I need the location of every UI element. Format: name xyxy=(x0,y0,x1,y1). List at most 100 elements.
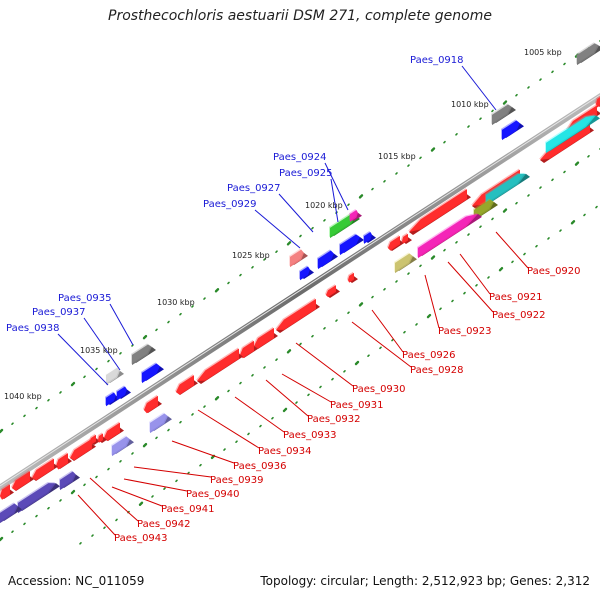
tick-mark xyxy=(115,518,118,522)
gene-leader-line xyxy=(330,178,339,223)
tick-mark xyxy=(354,360,360,366)
gene-label-forward: Paes_0938 xyxy=(6,323,60,334)
tick-mark xyxy=(323,219,326,222)
gene-label-forward: Paes_0929 xyxy=(203,199,257,210)
gene-label-reverse: Paes_0922 xyxy=(492,310,546,321)
tick-mark xyxy=(430,147,436,152)
gene-label-reverse: Paes_0932 xyxy=(307,414,361,425)
gene-label-forward: Paes_0927 xyxy=(227,183,281,194)
gene-arrow xyxy=(55,452,72,470)
tick-mark xyxy=(539,78,542,81)
tick-mark xyxy=(179,420,182,424)
tick-mark xyxy=(175,479,178,483)
tick-mark xyxy=(551,178,554,182)
kbp-label: 1005 kbp xyxy=(524,48,562,57)
gene-leader-line xyxy=(281,373,332,403)
tick-mark xyxy=(415,323,418,326)
tick-mark xyxy=(95,367,98,371)
tick-mark xyxy=(570,220,576,225)
gene-arrow xyxy=(196,347,243,384)
tick-mark xyxy=(487,276,490,279)
gene-label-reverse: Paes_0933 xyxy=(283,430,337,441)
tick-mark xyxy=(227,281,230,285)
backbone-highlight xyxy=(0,94,600,487)
tick-mark xyxy=(275,250,278,253)
tick-mark xyxy=(451,299,454,303)
gene-arrow xyxy=(175,374,198,395)
gene-arrow xyxy=(116,385,131,401)
gene-arrow xyxy=(289,248,308,268)
gene-arrow xyxy=(105,391,120,407)
tick-mark xyxy=(367,354,370,357)
gene-arrow xyxy=(59,470,80,491)
tick-mark xyxy=(286,349,292,354)
tick-mark xyxy=(70,489,76,495)
tick-mark xyxy=(527,194,530,197)
gene-arrow xyxy=(69,437,96,461)
tick-mark xyxy=(95,475,98,479)
tick-mark xyxy=(535,244,538,248)
topology-text: Topology: circular; Length: 2,512,923 bp… xyxy=(260,574,590,588)
tick-mark xyxy=(35,514,38,518)
gene-leader-line xyxy=(459,253,491,295)
tick-mark xyxy=(547,237,550,240)
gene-label-reverse: Paes_0930 xyxy=(352,384,406,395)
kbp-label: 1040 kbp xyxy=(4,392,42,401)
tick-mark xyxy=(407,164,410,167)
gene-arrow xyxy=(17,482,60,514)
tick-mark xyxy=(347,311,350,315)
tick-mark xyxy=(103,526,106,530)
gene-leader-line xyxy=(197,409,260,449)
tick-mark xyxy=(47,398,50,402)
tick-mark xyxy=(323,327,326,330)
tick-mark xyxy=(83,375,86,379)
gene-leader-line xyxy=(123,478,188,492)
kbp-label: 1025 kbp xyxy=(232,251,270,260)
kbp-label: 1030 kbp xyxy=(157,298,195,307)
tick-mark xyxy=(419,264,422,268)
gene-label-reverse: Paes_0923 xyxy=(438,326,492,337)
gene-leader-line xyxy=(447,261,494,313)
tick-mark xyxy=(395,172,398,175)
tick-mark xyxy=(179,312,182,316)
kbp-label: 1020 kbp xyxy=(305,201,343,210)
tick-mark xyxy=(214,288,220,293)
tick-mark xyxy=(59,499,62,502)
gene-leader-line xyxy=(83,317,121,371)
tick-mark xyxy=(335,319,338,322)
kbp-label: 1010 kbp xyxy=(451,100,489,109)
gene-arrow xyxy=(105,366,124,386)
tick-mark xyxy=(430,255,436,260)
gene-leader-line xyxy=(461,65,497,111)
tick-mark xyxy=(587,155,590,158)
tick-mark xyxy=(583,213,586,217)
gene-label-reverse: Paes_0939 xyxy=(210,475,264,486)
gene-arrow xyxy=(329,213,360,239)
gene-arrow xyxy=(97,432,107,443)
tick-mark xyxy=(371,295,374,299)
gene-arrow xyxy=(576,42,600,66)
tick-mark xyxy=(263,366,266,369)
tick-mark xyxy=(282,407,288,413)
gene-arrow xyxy=(347,271,358,283)
gene-label-forward: Paes_0918 xyxy=(410,55,464,66)
gene-label-reverse: Paes_0921 xyxy=(489,292,543,303)
gene-arrow xyxy=(0,502,22,524)
gene-label-forward: Paes_0925 xyxy=(279,168,333,179)
tick-mark xyxy=(203,405,206,408)
tick-mark xyxy=(286,241,292,246)
gene-leader-line xyxy=(265,379,309,417)
tick-mark xyxy=(271,416,274,420)
gene-label-reverse: Paes_0941 xyxy=(161,504,215,515)
tick-mark xyxy=(251,373,254,377)
tick-mark xyxy=(163,487,166,490)
gene-arrow xyxy=(275,297,320,333)
tick-mark xyxy=(187,471,190,475)
tick-mark xyxy=(167,428,170,432)
tick-mark xyxy=(107,467,110,471)
gene-label-forward: Paes_0924 xyxy=(273,152,327,163)
tick-mark xyxy=(502,100,508,105)
tick-mark xyxy=(263,258,266,261)
gene-arrow xyxy=(11,470,34,491)
